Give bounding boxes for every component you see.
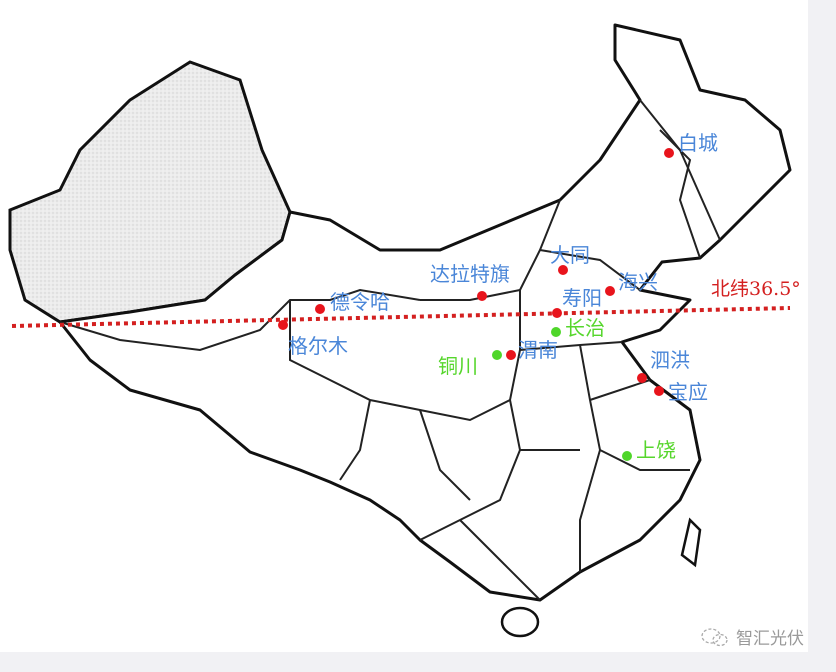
marker-baicheng — [664, 148, 674, 158]
city-label-haixing: 海兴 — [618, 270, 658, 294]
watermark-text: 智汇光伏 — [736, 629, 804, 649]
wechat-icon — [701, 627, 728, 646]
city-markers — [278, 148, 674, 461]
city-label-dalateqi: 达拉特旗 — [430, 262, 510, 286]
city-label-tongchuan: 铜川 — [438, 354, 478, 378]
marker-datong — [558, 265, 568, 275]
city-label-baoying: 宝应 — [668, 380, 708, 404]
china-map — [8, 23, 792, 638]
city-label-datong: 大同 — [550, 243, 590, 267]
marker-delingha — [315, 304, 325, 314]
latitude-label: 北纬36.5° — [711, 278, 801, 300]
hainan-island — [500, 606, 540, 638]
city-label-baicheng: 白城 — [678, 131, 718, 155]
city-label-weinan: 渭南 — [518, 338, 558, 362]
city-label-shouyang: 寿阳 — [562, 286, 602, 310]
city-label-geermu: 格尔木 — [288, 334, 348, 358]
latitude-line — [11, 306, 791, 328]
marker-dalateqi — [477, 291, 487, 301]
city-label-changzhi: 长治 — [565, 316, 605, 340]
marker-geermu — [278, 320, 288, 330]
marker-sihong — [637, 373, 647, 383]
china-outline — [58, 23, 792, 602]
marker-weinan — [506, 350, 516, 360]
city-label-sihong: 泗洪 — [650, 348, 690, 372]
marker-shouyang — [552, 308, 562, 318]
watermark: 智汇光伏 — [700, 624, 804, 649]
province-borders — [59, 99, 721, 601]
map-canvas: 白城 大同 海兴 达拉特旗 寿阳 德令哈 格尔木 长治 铜川 渭南 泗洪 宝应 … — [0, 0, 808, 652]
city-label-delingha: 德令哈 — [330, 290, 390, 314]
taiwan-island — [680, 517, 702, 568]
marker-shangrao — [622, 451, 632, 461]
marker-changzhi — [551, 327, 561, 337]
marker-baoying — [654, 386, 664, 396]
marker-haixing — [605, 286, 615, 296]
marker-tongchuan — [492, 350, 502, 360]
city-label-shangrao: 上饶 — [636, 438, 676, 462]
